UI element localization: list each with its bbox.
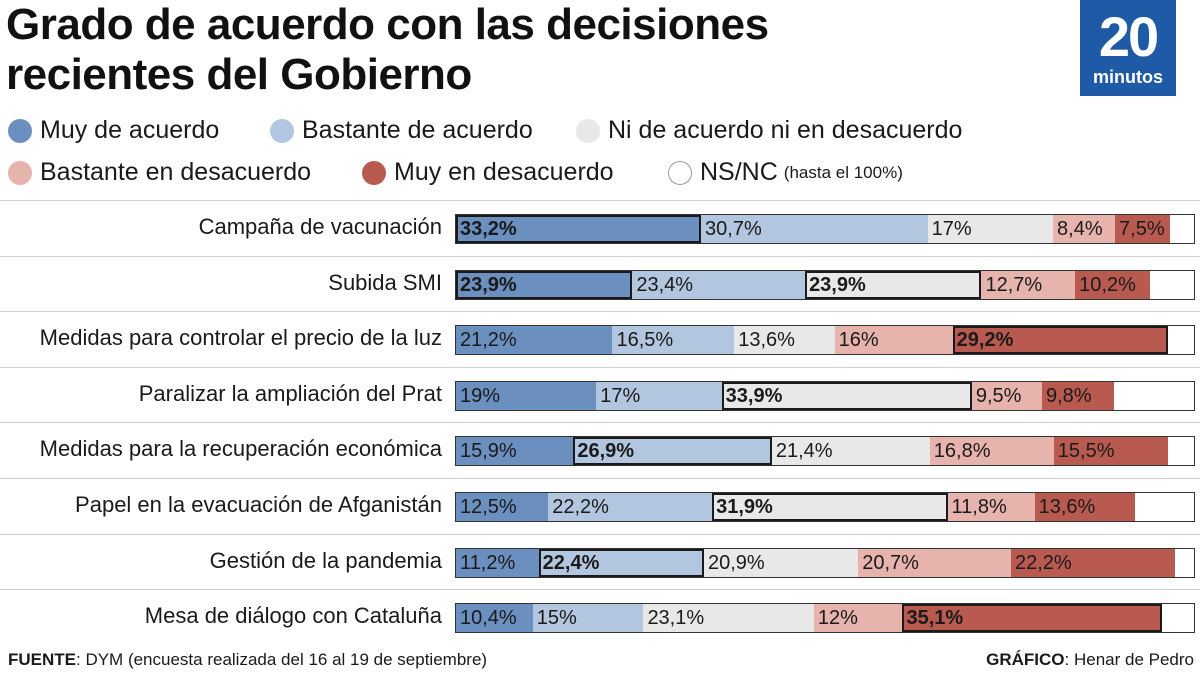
stacked-bar: 33,2% 30,7% 17% 8,4% 7,5%	[455, 214, 1195, 244]
legend-item-muy-acuerdo: Muy de acuerdo	[8, 116, 219, 145]
seg-bastante-acuerdo: 17%	[596, 381, 722, 410]
logo-number: 20	[1098, 5, 1159, 68]
chart-row: Paralizar la ampliación del Prat 19% 17% 33…	[0, 366, 1200, 423]
legend-item-bastante-desacuerdo: Bastante en desacuerdo	[8, 158, 311, 187]
brand-logo: 20 minutos	[1080, 0, 1176, 96]
seg-bastante-desacuerdo: 9,5%	[971, 381, 1042, 410]
legend-item-nsnc: NS/NC (hasta el 100%)	[668, 158, 903, 187]
category-label: Medidas para controlar el precio de la l…	[39, 325, 442, 351]
legend-label: Bastante de acuerdo	[302, 116, 533, 144]
legend-row-1: Muy de acuerdo Bastante de acuerdo Ni de…	[8, 116, 1188, 158]
legend-swatch	[8, 160, 32, 185]
source-note: FUENTE: DYM (encuesta realizada del 16 a…	[8, 650, 487, 670]
seg-bastante-desacuerdo: 8,4%	[1053, 215, 1116, 243]
stacked-bar: 21,2% 16,5% 13,6% 16% 29,2%	[455, 325, 1195, 356]
seg-ni-ni: 21,4%	[771, 437, 930, 466]
seg-ni-ni: 23,9%	[805, 270, 982, 299]
seg-ni-ni: 23,1%	[643, 604, 814, 633]
chart-row: Mesa de diálogo con Cataluña 10,4% 15% 23,1…	[0, 589, 1200, 645]
legend-swatch	[270, 118, 294, 143]
category-label: Papel en la evacuación de Afganistán	[75, 492, 442, 517]
seg-muy-desacuerdo: 7,5%	[1115, 215, 1171, 243]
seg-ni-ni: 13,6%	[734, 326, 835, 355]
legend-swatch	[668, 160, 692, 185]
seg-muy-desacuerdo: 10,2%	[1075, 270, 1151, 299]
stacked-bar: 15,9% 26,9% 21,4% 16,8% 15,5%	[455, 436, 1195, 467]
seg-bastante-acuerdo: 22,4%	[538, 548, 704, 577]
seg-muy-desacuerdo: 29,2%	[952, 326, 1169, 355]
category-label: Gestión de la pandemia	[209, 547, 442, 573]
chart-row: Gestión de la pandemia 11,2% 22,4% 20,9% 20,…	[0, 533, 1200, 590]
category-label: Subida SMI	[328, 269, 442, 295]
stacked-bar: 10,4% 15% 23,1% 12% 35,1%	[455, 603, 1195, 634]
chart-row: Medidas para la recuperación económica 15…	[0, 422, 1200, 478]
seg-bastante-acuerdo: 22,2%	[548, 493, 713, 521]
chart-row: Medidas para controlar el precio de la l…	[0, 311, 1200, 367]
seg-bastante-acuerdo: 30,7%	[701, 215, 928, 243]
source-text: : DYM (encuesta realizada del 16 al 19 d…	[76, 650, 488, 669]
chart-row: Campaña de vacunación 33,2% 30,7% 17% 8,4% 7,…	[0, 200, 1200, 256]
stacked-bar: 19% 17% 33,9% 9,5% 9,8%	[455, 380, 1195, 411]
seg-muy-acuerdo: 10,4%	[456, 604, 533, 633]
seg-muy-desacuerdo: 22,2%	[1010, 548, 1175, 577]
source-label: FUENTE	[8, 650, 76, 669]
legend-label: Muy de acuerdo	[40, 116, 220, 144]
seg-muy-acuerdo: 21,2%	[456, 326, 613, 355]
seg-bastante-acuerdo: 26,9%	[573, 437, 772, 466]
legend-item-bastante-acuerdo: Bastante de acuerdo	[270, 116, 533, 145]
legend-label: Muy en desacuerdo	[394, 158, 614, 186]
chart-row: Papel en la evacuación de Afganistán 12,5…	[0, 478, 1200, 534]
seg-bastante-desacuerdo: 11,8%	[947, 493, 1035, 521]
seg-muy-acuerdo: 23,9%	[456, 270, 633, 299]
seg-bastante-acuerdo: 16,5%	[612, 326, 735, 355]
seg-muy-acuerdo: 15,9%	[456, 437, 574, 466]
legend-label: Bastante en desacuerdo	[40, 158, 312, 186]
legend-note: (hasta el 100%)	[783, 162, 903, 182]
chart-title: Grado de acuerdo con las decisiones reci…	[6, 0, 769, 100]
seg-ni-ni: 20,9%	[703, 548, 859, 577]
chart-row: Subida SMI 23,9% 23,4% 23,9% 12,7% 10,2%	[0, 255, 1200, 312]
title-line-2: recientes del Gobierno	[6, 50, 472, 99]
credit-text: : Henar de Pedro	[1064, 650, 1194, 669]
category-label: Campaña de vacunación	[198, 214, 442, 239]
legend: Muy de acuerdo Bastante de acuerdo Ni de…	[8, 116, 1188, 200]
credit-label: GRÁFICO	[986, 650, 1065, 669]
seg-bastante-acuerdo: 23,4%	[632, 270, 806, 299]
seg-ni-ni: 33,9%	[721, 381, 972, 410]
seg-bastante-desacuerdo: 12%	[813, 604, 903, 633]
legend-label: NS/NC	[700, 158, 778, 186]
seg-bastante-desacuerdo: 20,7%	[858, 548, 1011, 577]
stacked-bar: 11,2% 22,4% 20,9% 20,7% 22,2%	[455, 547, 1195, 578]
seg-muy-desacuerdo: 35,1%	[902, 604, 1162, 633]
legend-label: Ni de acuerdo ni en desacuerdo	[608, 116, 963, 144]
legend-swatch	[8, 118, 32, 143]
legend-item-ni-ni: Ni de acuerdo ni en desacuerdo	[576, 116, 962, 145]
seg-bastante-desacuerdo: 16%	[834, 326, 953, 355]
seg-ni-ni: 31,9%	[712, 493, 948, 521]
seg-bastante-acuerdo: 15%	[532, 604, 644, 633]
seg-muy-desacuerdo: 9,8%	[1041, 381, 1115, 410]
seg-muy-acuerdo: 33,2%	[456, 215, 702, 243]
legend-swatch	[362, 160, 386, 185]
legend-row-2: Bastante en desacuerdo Muy en desacuerdo…	[8, 158, 1188, 200]
seg-muy-desacuerdo: 15,5%	[1053, 437, 1169, 466]
seg-bastante-desacuerdo: 12,7%	[981, 270, 1076, 299]
seg-muy-desacuerdo: 13,6%	[1034, 493, 1135, 521]
category-label: Medidas para la recuperación económica	[39, 436, 442, 462]
credit-note: GRÁFICO: Henar de Pedro	[986, 650, 1194, 670]
legend-swatch	[576, 118, 600, 143]
seg-muy-acuerdo: 12,5%	[456, 493, 549, 521]
logo-word: minutos	[1093, 67, 1163, 87]
seg-muy-acuerdo: 19%	[456, 381, 597, 410]
category-label: Paralizar la ampliación del Prat	[138, 380, 442, 406]
legend-item-muy-desacuerdo: Muy en desacuerdo	[362, 158, 614, 187]
seg-muy-acuerdo: 11,2%	[456, 548, 539, 577]
seg-ni-ni: 17%	[927, 215, 1054, 243]
title-line-1: Grado de acuerdo con las decisiones	[6, 0, 769, 49]
category-label: Mesa de diálogo con Cataluña	[144, 603, 442, 629]
seg-bastante-desacuerdo: 16,8%	[929, 437, 1054, 466]
stacked-bar: 23,9% 23,4% 23,9% 12,7% 10,2%	[455, 269, 1195, 300]
stacked-bar: 12,5% 22,2% 31,9% 11,8% 13,6%	[455, 492, 1195, 522]
